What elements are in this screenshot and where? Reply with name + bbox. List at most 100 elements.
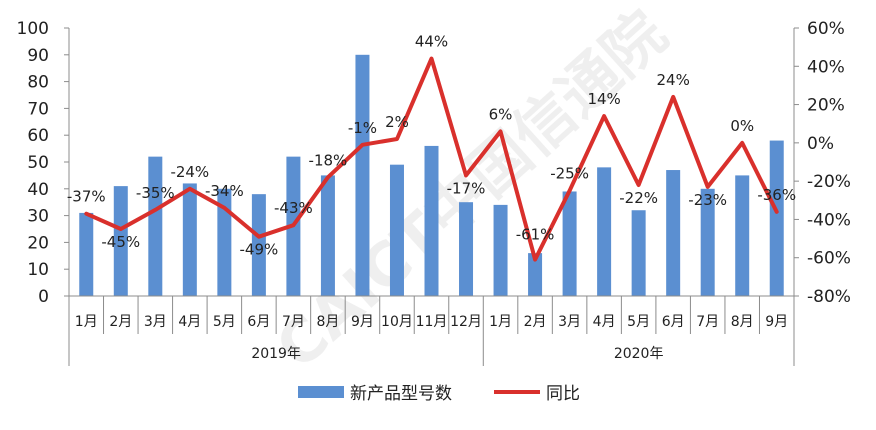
bar-13 xyxy=(493,204,508,296)
x-tick-label: 3月 xyxy=(558,314,581,330)
yoy-point-16 xyxy=(602,114,606,118)
yoy-point-4 xyxy=(188,187,192,191)
y-right-tick-label: -20% xyxy=(807,172,851,192)
yoy-point-17 xyxy=(637,183,641,187)
yoy-label-20: 0% xyxy=(730,117,754,135)
yoy-point-10 xyxy=(395,137,399,141)
y-right-tick-label: -60% xyxy=(807,249,851,269)
y-right-tick-label: 20% xyxy=(807,96,845,116)
y-left-tick-label: 100 xyxy=(17,19,49,39)
yoy-label-17: -22% xyxy=(619,189,658,207)
y-left-tick-label: 0 xyxy=(38,287,49,307)
x-tick-label: 6月 xyxy=(662,314,685,330)
x-tick-label: 2月 xyxy=(524,314,547,330)
yoy-point-2 xyxy=(119,227,123,231)
bar-15 xyxy=(562,191,577,296)
y-left-tick-label: 60 xyxy=(27,126,49,146)
x-tick-label: 1月 xyxy=(489,314,512,330)
yoy-label-9: -1% xyxy=(348,119,377,137)
x-tick-label: 10月 xyxy=(381,314,413,330)
yoy-label-3: -35% xyxy=(136,184,175,202)
yoy-label-1: -37% xyxy=(67,188,106,206)
yoy-point-3 xyxy=(153,208,157,212)
y-right-tick-label: 60% xyxy=(807,19,845,39)
x-tick-label: 5月 xyxy=(627,314,650,330)
yoy-label-11: 44% xyxy=(415,33,448,51)
y-left-tick-label: 20 xyxy=(27,233,49,253)
y-left-tick-label: 10 xyxy=(27,260,49,280)
yoy-point-15 xyxy=(568,189,572,193)
yoy-label-5: -34% xyxy=(205,182,244,200)
y-left-tick-label: 90 xyxy=(27,46,49,66)
x-tick-label: 6月 xyxy=(247,314,270,330)
x-tick-label: 8月 xyxy=(731,314,754,330)
bar-2 xyxy=(113,186,128,296)
yoy-point-19 xyxy=(706,185,710,189)
bar-10 xyxy=(389,164,404,296)
x-group-label: 2020年 xyxy=(614,346,664,362)
yoy-point-12 xyxy=(464,173,468,177)
bar-17 xyxy=(631,210,646,296)
x-tick-label: 5月 xyxy=(213,314,236,330)
axes: 0 10 20 30 40 50 60 70 80 90 100 -80% -60% -40% -20% 0%… xyxy=(17,19,851,366)
yoy-point-18 xyxy=(671,95,675,99)
yoy-label-14: -61% xyxy=(516,226,555,244)
yoy-label-10: 2% xyxy=(385,113,409,131)
x-tick-label: 8月 xyxy=(316,314,339,330)
yoy-label-15: -25% xyxy=(550,165,589,183)
bar-6 xyxy=(251,194,266,296)
bar-21 xyxy=(769,140,784,296)
y-right-tick-label: -40% xyxy=(807,210,851,230)
yoy-point-13 xyxy=(499,129,503,133)
bar-1 xyxy=(79,212,94,296)
bar-8 xyxy=(320,175,335,296)
legend-label-line: 同比 xyxy=(546,384,580,404)
yoy-label-7: -43% xyxy=(274,199,313,217)
y-left-tick-label: 70 xyxy=(27,99,49,119)
bar-18 xyxy=(666,170,681,296)
x-group-label: 2019年 xyxy=(251,346,301,362)
y-right-tick-label: -80% xyxy=(807,287,851,307)
legend-swatch-bar xyxy=(298,386,344,398)
legend: 新产品型号数 同比 xyxy=(298,384,580,404)
yoy-point-5 xyxy=(222,206,226,210)
yoy-point-20 xyxy=(740,141,744,145)
yoy-point-6 xyxy=(257,235,261,239)
y-left-tick-label: 80 xyxy=(27,73,49,93)
y-left-tick-label: 50 xyxy=(27,153,49,173)
bar-3 xyxy=(148,156,163,296)
yoy-label-8: -18% xyxy=(309,151,348,169)
yoy-point-7 xyxy=(291,223,295,227)
x-tick-label: 1月 xyxy=(75,314,98,330)
bar-9 xyxy=(355,54,370,296)
data-labels: -37% -45% -35% -24%-34% -49% -43% -18%-1% 2% 44%… xyxy=(67,33,796,259)
y-right-tick-label: 0% xyxy=(807,134,834,154)
yoy-point-8 xyxy=(326,175,330,179)
x-tick-label: 9月 xyxy=(765,314,788,330)
bar-5 xyxy=(217,188,232,296)
yoy-label-16: 14% xyxy=(587,90,620,108)
yoy-label-21: -36% xyxy=(757,186,796,204)
bar-20 xyxy=(735,175,750,296)
legend-label-bar: 新产品型号数 xyxy=(350,384,452,404)
yoy-label-13: 6% xyxy=(489,105,513,123)
x-tick-label: 2月 xyxy=(109,314,132,330)
bar-12 xyxy=(459,202,474,296)
yoy-label-12: -17% xyxy=(447,179,486,197)
yoy-label-2: -45% xyxy=(101,233,140,251)
bar-series xyxy=(79,54,784,296)
yoy-point-14 xyxy=(533,258,537,262)
yoy-point-11 xyxy=(430,57,433,61)
y-left-tick-label: 30 xyxy=(27,207,49,227)
x-tick-label: 12月 xyxy=(450,314,482,330)
x-tick-label: 7月 xyxy=(696,314,719,330)
bar-14 xyxy=(528,253,543,296)
yoy-point-1 xyxy=(84,212,88,216)
bar-4 xyxy=(182,183,197,296)
x-tick-label: 9月 xyxy=(351,314,374,330)
yoy-point-9 xyxy=(360,143,364,147)
y-right-tick-label: 40% xyxy=(807,57,845,77)
bar-11 xyxy=(424,145,439,296)
yoy-label-19: -23% xyxy=(688,191,727,209)
